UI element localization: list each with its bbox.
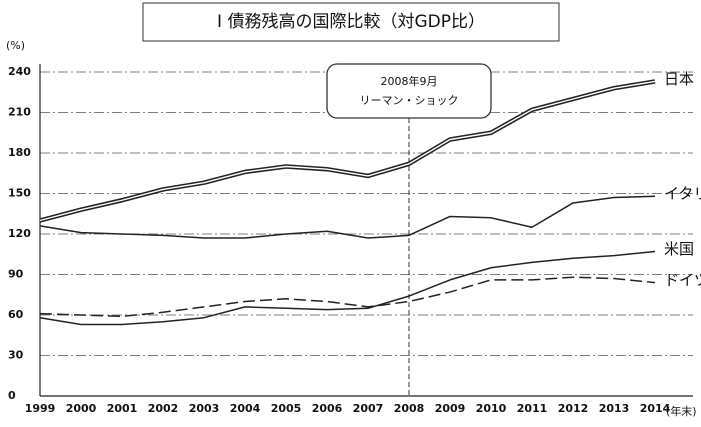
annotation-text: リーマン・ショック [360, 94, 459, 107]
series-line [39, 276, 656, 318]
x-tick-label: 1999 [25, 402, 56, 415]
series-label: 米国 [664, 240, 694, 258]
x-tick-label: 2002 [148, 402, 179, 415]
x-tick-label: 2000 [66, 402, 97, 415]
y-tick-label: 240 [8, 65, 31, 78]
x-tick-label: 2010 [476, 402, 507, 415]
y-tick-label: 60 [8, 308, 24, 321]
x-tick-label: 2008 [394, 402, 425, 415]
x-tick-label: 2011 [517, 402, 548, 415]
y-tick-label: 90 [8, 268, 24, 281]
x-tick-label: 2006 [312, 402, 343, 415]
y-tick-label: 30 [8, 349, 24, 362]
x-tick-label: 2007 [353, 402, 384, 415]
annotation-text: 2008年9月 [381, 74, 438, 88]
y-tick-label: 0 [8, 389, 16, 402]
x-tick-label: 2014 [640, 402, 671, 415]
y-tick-label: 210 [8, 106, 31, 119]
x-unit: (年末) [666, 404, 697, 418]
series-label: イタリア [664, 185, 701, 203]
x-tick-label: 2009 [435, 402, 466, 415]
x-tick-label: 2005 [271, 402, 302, 415]
y-tick-label: 150 [8, 187, 31, 200]
x-tick-label: 2001 [107, 402, 138, 415]
series-line-inner [39, 80, 656, 222]
y-unit: (%) [6, 39, 25, 52]
x-tick-label: 2004 [230, 402, 261, 415]
title-box [142, 2, 560, 42]
x-tick-label: 2012 [558, 402, 589, 415]
annotation-box [326, 63, 492, 119]
y-tick-label: 120 [8, 227, 31, 240]
series-label: ドイツ [664, 271, 701, 289]
chart-title: Ⅰ 債務残高の国際比較（対GDP比） [217, 12, 485, 32]
series-line [39, 195, 656, 239]
series-label: 日本 [664, 70, 694, 88]
series-line [39, 250, 656, 326]
y-tick-label: 180 [8, 146, 31, 159]
x-tick-label: 2013 [599, 402, 630, 415]
x-tick-label: 2003 [189, 402, 220, 415]
